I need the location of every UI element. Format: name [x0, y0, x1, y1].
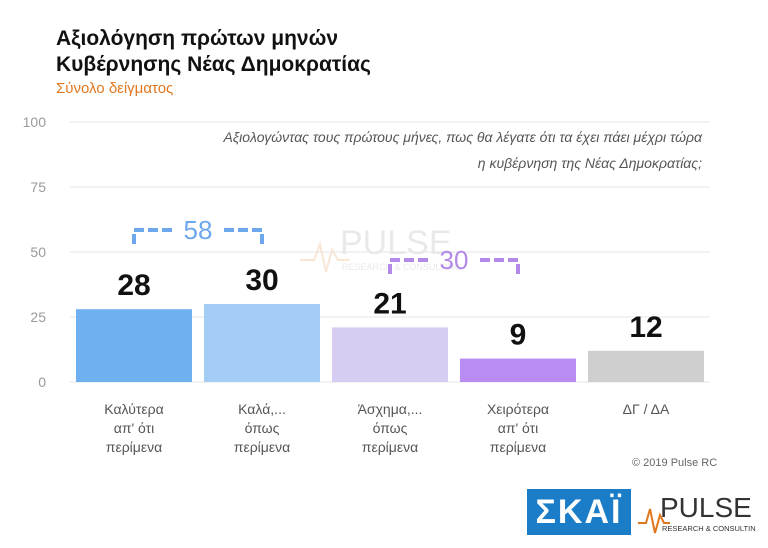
x-tick-label: ΔΓ / ΔΑ	[623, 401, 670, 417]
bar	[204, 304, 320, 382]
bar	[332, 327, 448, 382]
x-tick-label: Χειρότερα	[487, 401, 549, 417]
y-tick-label: 25	[30, 309, 46, 325]
chart-title: Αξιολόγηση πρώτων μηνών Κυβέρνησης Νέας …	[56, 26, 476, 78]
title-line-1: Αξιολόγηση πρώτων μηνών	[56, 27, 339, 50]
y-tick-label: 0	[38, 374, 46, 390]
pulse-logo-text: PULSE	[660, 492, 752, 523]
bar	[588, 350, 704, 382]
bracket-label: 30	[440, 245, 469, 275]
y-tick-label: 75	[30, 179, 46, 195]
question-line-1: Αξιολογώντας τους πρώτους μήνες, πως θα …	[223, 129, 702, 145]
x-tick-label: όπως	[245, 420, 280, 436]
data-label: 12	[629, 311, 662, 344]
bracket	[132, 228, 264, 244]
watermark-brand: PULSE	[340, 224, 452, 262]
x-tick-label: περίμενα	[106, 439, 162, 455]
y-tick-label: 100	[23, 114, 47, 130]
question-line-2: η κυβέρνηση της Νέας Δημοκρατίας;	[477, 155, 702, 171]
bar	[460, 358, 576, 382]
chart-subtitle: Σύνολο δείγματος	[56, 80, 174, 97]
x-tick-label: Καλά,...	[238, 401, 286, 417]
bar	[76, 309, 192, 382]
data-label: 9	[510, 319, 527, 352]
data-label: 30	[245, 264, 278, 297]
data-label: 21	[373, 287, 406, 320]
bracket-label: 58	[184, 215, 213, 245]
x-tick-label: Καλύτερα	[104, 401, 163, 417]
x-tick-label: απ' ότι	[114, 420, 155, 436]
x-tick-label: περίμενα	[362, 439, 418, 455]
title-line-2: Κυβέρνησης Νέας Δημοκρατίας	[56, 53, 371, 76]
bracket	[388, 258, 520, 274]
y-tick-label: 50	[30, 244, 46, 260]
pulse-logo: PULSE RESEARCH & CONSULTING	[638, 492, 756, 534]
x-tick-label: απ' ότι	[498, 420, 539, 436]
pulse-logo-tagline: RESEARCH & CONSULTING	[662, 524, 756, 533]
x-tick-label: περίμενα	[490, 439, 546, 455]
watermark-tagline: RESEARCH & CONSULTING	[342, 262, 461, 272]
skai-logo: ΣΚΑΪ	[527, 489, 631, 535]
x-tick-label: περίμενα	[234, 439, 290, 455]
x-tick-label: Άσχημα,...	[358, 401, 423, 417]
data-label: 28	[117, 269, 150, 302]
copyright: © 2019 Pulse RC	[632, 457, 718, 469]
x-tick-label: όπως	[373, 420, 408, 436]
pulse-watermark: PULSE RESEARCH & CONSULTING	[300, 224, 461, 273]
survey-question: Αξιολογώντας τους πρώτους μήνες, πως θα …	[82, 124, 702, 176]
